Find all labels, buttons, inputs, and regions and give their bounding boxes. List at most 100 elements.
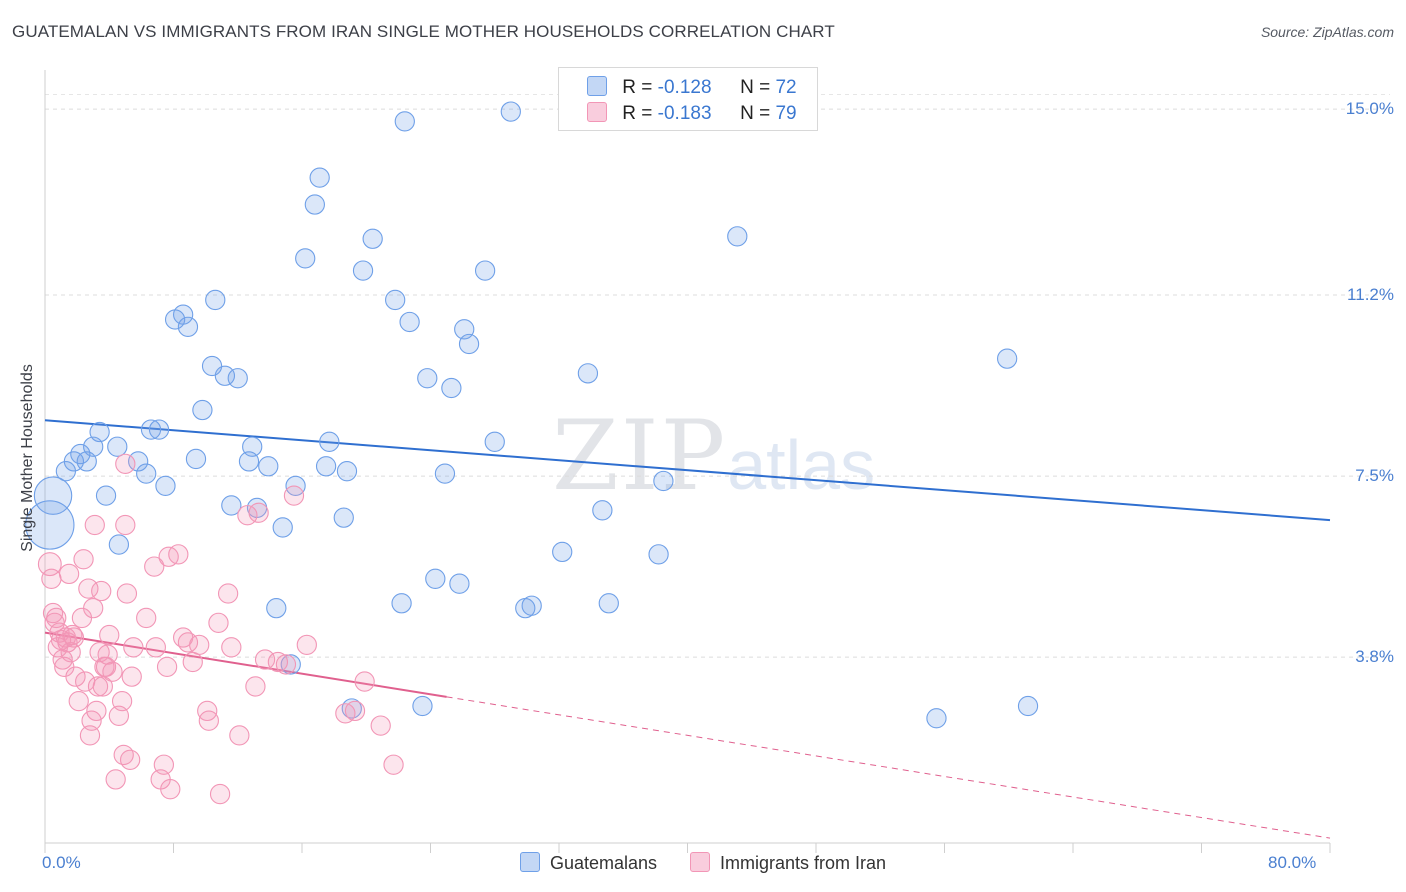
guatemalan-point bbox=[727, 226, 748, 247]
n-value: 79 bbox=[775, 103, 797, 124]
iran-point bbox=[68, 690, 89, 712]
iran-point bbox=[73, 549, 94, 570]
iran-point bbox=[370, 715, 391, 736]
iran-point bbox=[83, 598, 104, 619]
guatemalan-point bbox=[577, 363, 599, 384]
guatemalan-point bbox=[315, 456, 337, 477]
guatemalan-point bbox=[83, 436, 104, 457]
iran-point bbox=[91, 580, 112, 602]
iran-point bbox=[229, 725, 250, 746]
n-label: N = bbox=[740, 77, 776, 98]
iran-point bbox=[144, 556, 165, 577]
iran-point bbox=[58, 563, 80, 585]
r-value: -0.183 bbox=[657, 103, 712, 124]
iran-point bbox=[344, 700, 366, 722]
iran-point bbox=[296, 634, 317, 655]
guatemalan-point bbox=[336, 461, 358, 482]
guatemalan-point bbox=[25, 500, 75, 550]
guatemalan-point bbox=[500, 101, 521, 122]
legend-label: Guatemalans bbox=[549, 853, 657, 873]
guatemalan-point bbox=[148, 419, 170, 440]
guatemalan-point bbox=[177, 316, 199, 337]
iran-point bbox=[123, 637, 144, 658]
legend-row-iran: R = -0.183 N = 79 bbox=[587, 102, 797, 126]
guatemalan-point bbox=[258, 456, 279, 477]
iran-point bbox=[99, 624, 120, 646]
guatemalan-point bbox=[391, 593, 412, 614]
iran-point bbox=[41, 568, 62, 589]
guatemalan-point bbox=[185, 448, 207, 470]
guatemalan-point bbox=[449, 573, 470, 594]
y-tick-label: 7.5% bbox=[1355, 466, 1394, 486]
guatemalan-point bbox=[140, 419, 162, 440]
guatemalan-point bbox=[295, 248, 316, 269]
iran-point bbox=[81, 710, 102, 731]
guatemalan-point bbox=[352, 260, 374, 281]
guatemalan-point bbox=[399, 311, 420, 333]
guatemalan-point bbox=[425, 568, 446, 589]
guatemalan-point bbox=[592, 500, 613, 521]
iran-point bbox=[119, 749, 141, 770]
guatemalan-point bbox=[362, 228, 383, 249]
iran-point bbox=[182, 651, 203, 673]
guatemalan-point bbox=[412, 695, 433, 717]
legend-item-iran: Immigrants from Iran bbox=[690, 852, 886, 874]
guatemalan-point bbox=[155, 475, 176, 496]
guatemalan-point bbox=[309, 167, 330, 188]
legend-swatch-blue-icon bbox=[587, 76, 607, 96]
guatemalan-point bbox=[598, 593, 619, 614]
legend-swatch-pink-icon bbox=[587, 102, 607, 122]
guatemalan-point bbox=[95, 485, 117, 506]
iran-point bbox=[160, 779, 181, 800]
iran-point bbox=[115, 453, 136, 474]
iran-point bbox=[105, 769, 126, 790]
guatemalan-point bbox=[136, 463, 157, 484]
series-legend: Guatemalans Immigrants from Iran bbox=[0, 852, 1406, 874]
r-value: -0.128 bbox=[657, 77, 712, 98]
guatemalan-point bbox=[242, 436, 263, 457]
r-label: R = bbox=[622, 77, 658, 98]
iran-point bbox=[275, 654, 297, 675]
guatemalan-point bbox=[221, 495, 242, 516]
trend-lines bbox=[44, 419, 1331, 839]
guatemalan-point bbox=[107, 436, 128, 457]
iran-point bbox=[283, 485, 305, 506]
iran-point bbox=[65, 666, 86, 687]
data-points bbox=[25, 101, 1039, 805]
legend-swatch-pink-icon bbox=[690, 852, 711, 872]
correlation-legend: R = -0.128 N = 72 R = -0.183 N = 79 bbox=[558, 67, 818, 131]
n-label: N = bbox=[740, 103, 776, 124]
guatemalan-point bbox=[304, 194, 325, 215]
guatemalan-point bbox=[552, 541, 573, 563]
guatemalan-point bbox=[434, 463, 456, 484]
guatemalan-point bbox=[521, 595, 542, 616]
guatemalan-point bbox=[266, 598, 287, 619]
watermark-zip: ZIP bbox=[552, 400, 728, 512]
guatemalan-point bbox=[1017, 695, 1039, 717]
iran-point bbox=[79, 725, 101, 746]
iran-point bbox=[209, 783, 231, 805]
guatemalan-point bbox=[108, 534, 130, 555]
iran-point bbox=[208, 612, 229, 633]
trend-line-guatemalans bbox=[44, 419, 1331, 522]
iran-point bbox=[248, 502, 269, 523]
iran-point bbox=[221, 637, 242, 658]
guatemalan-point bbox=[214, 365, 236, 386]
guatemalan-point bbox=[458, 333, 480, 355]
y-tick-label: 15.0% bbox=[1345, 99, 1394, 119]
guatemalan-point bbox=[172, 304, 194, 325]
iran-point bbox=[116, 583, 138, 604]
iran-point bbox=[245, 676, 266, 697]
guatemalan-point bbox=[272, 517, 293, 538]
guatemalan-point bbox=[192, 399, 213, 421]
trend-line-iran bbox=[44, 631, 447, 698]
guatemalan-point bbox=[385, 289, 406, 311]
guatemalan-point bbox=[926, 708, 947, 729]
iran-point bbox=[156, 656, 178, 678]
guatemalan-point bbox=[280, 654, 301, 675]
guatemalan-point bbox=[128, 451, 149, 472]
iran-point bbox=[153, 754, 175, 775]
iran-point bbox=[52, 649, 73, 670]
iran-point bbox=[111, 690, 133, 712]
y-axis-label: Single Mother Households bbox=[19, 364, 36, 552]
